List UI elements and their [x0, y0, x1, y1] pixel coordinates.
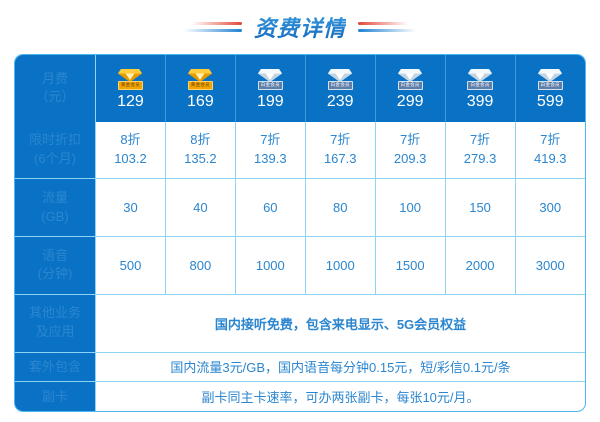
table-row-discount: 限时折扣 (6个月) 8折 103.2 8折 135.2 7折 139.3 7折… — [15, 121, 585, 180]
voice-cell-4: 1500 — [375, 236, 446, 295]
data-cell-2: 60 — [235, 178, 306, 238]
table-row-monthly-fee: 月费 （元） 黄金会员 129 — [15, 55, 585, 122]
plan-column-3[interactable]: 白金会员 239 — [305, 55, 376, 122]
plan-price: 399 — [466, 93, 494, 111]
plan-column-1[interactable]: 黄金会员 169 — [165, 55, 236, 122]
data-cell-1: 40 — [165, 178, 236, 238]
row-label-out-of-package: 套外包含 — [15, 352, 96, 383]
plan-column-4[interactable]: 白金会员 299 — [375, 55, 446, 122]
row-label-data: 流量 (GB) — [15, 178, 96, 238]
plan-column-5[interactable]: 白金会员 399 — [445, 55, 516, 122]
tier-label: 黄金会员 — [187, 81, 213, 91]
platinum-gem-icon — [537, 68, 563, 83]
page-title: 资费详情 — [254, 11, 346, 43]
discount-cell-6: 7折 419.3 — [515, 121, 585, 180]
table-row-sub-card: 副卡 副卡同主卡速率，可办两张副卡，每张10元/月。 — [15, 381, 585, 411]
row-label-discount: 限时折扣 (6个月) — [15, 121, 96, 180]
tier-label: 白金会员 — [327, 81, 353, 91]
table-row-other-services: 其他业务 及应用 国内接听免费，包含来电显示、5G会员权益 — [15, 294, 585, 353]
voice-cell-6: 3000 — [515, 236, 585, 295]
table-row-out-of-package: 套外包含 国内流量3元/GB，国内语音每分钟0.15元，短/彩信0.1元/条 — [15, 352, 585, 383]
tier-label: 白金会员 — [467, 81, 493, 91]
plan-price: 599 — [536, 93, 564, 111]
tariff-table-card: 月费 （元） 黄金会员 129 — [14, 54, 586, 412]
row-label-sub-card: 副卡 — [15, 381, 96, 411]
platinum-gem-icon — [257, 68, 283, 83]
plan-price: 199 — [256, 93, 284, 111]
discount-cell-1: 8折 135.2 — [165, 121, 236, 180]
tier-label: 白金会员 — [537, 81, 563, 91]
data-cell-0: 30 — [95, 178, 166, 238]
plan-column-6[interactable]: 白金会员 599 — [515, 55, 585, 122]
title-decoration-right — [358, 20, 416, 34]
other-services-text: 国内接听免费，包含来电显示、5G会员权益 — [95, 294, 585, 353]
tier-label: 白金会员 — [397, 81, 423, 91]
tier-label: 黄金会员 — [117, 81, 144, 91]
sub-card-text: 副卡同主卡速率，可办两张副卡，每张10元/月。 — [201, 390, 480, 406]
table-row-data: 流量 (GB) 30 40 60 80 100 150 300 — [15, 178, 585, 238]
data-cell-5: 150 — [445, 178, 516, 238]
row-label-other-services: 其他业务 及应用 — [15, 294, 96, 353]
platinum-gem-icon — [327, 68, 353, 83]
discount-cell-4: 7折 209.3 — [375, 121, 446, 180]
plan-price: 129 — [117, 93, 144, 111]
voice-cell-1: 800 — [165, 236, 236, 295]
plan-column-2[interactable]: 白金会员 199 — [235, 55, 306, 122]
voice-cell-0: 500 — [95, 236, 166, 295]
voice-cell-3: 1000 — [305, 236, 376, 295]
discount-cell-0: 8折 103.2 — [95, 121, 166, 180]
discount-cell-3: 7折 167.3 — [305, 121, 376, 180]
voice-cell-2: 1000 — [235, 236, 306, 295]
discount-cell-5: 7折 279.3 — [445, 121, 516, 180]
voice-cell-5: 2000 — [445, 236, 516, 295]
platinum-gem-icon — [467, 68, 493, 83]
data-cell-3: 80 — [305, 178, 376, 238]
plan-price: 169 — [187, 93, 214, 111]
tariff-table: 月费 （元） 黄金会员 129 — [15, 55, 585, 411]
out-of-package-text: 国内流量3元/GB，国内语音每分钟0.15元，短/彩信0.1元/条 — [95, 352, 585, 383]
data-cell-6: 300 — [515, 178, 585, 238]
plan-price: 299 — [396, 93, 424, 111]
data-cell-4: 100 — [375, 178, 446, 238]
table-row-voice: 语音 (分钟) 500 800 1000 1000 1500 2000 3000 — [15, 236, 585, 295]
title-decoration-left — [183, 20, 242, 34]
tier-label: 白金会员 — [257, 81, 283, 91]
platinum-gem-icon — [397, 68, 423, 83]
page-title-bar: 资费详情 — [0, 0, 600, 54]
gold-gem-icon — [117, 68, 143, 83]
row-label-monthly-fee: 月费 （元） — [15, 55, 96, 122]
gold-gem-icon — [187, 68, 213, 83]
discount-cell-2: 7折 139.3 — [235, 121, 306, 180]
plan-column-0[interactable]: 黄金会员 129 — [95, 55, 166, 122]
plan-price: 239 — [326, 93, 354, 111]
row-label-voice: 语音 (分钟) — [15, 236, 96, 295]
